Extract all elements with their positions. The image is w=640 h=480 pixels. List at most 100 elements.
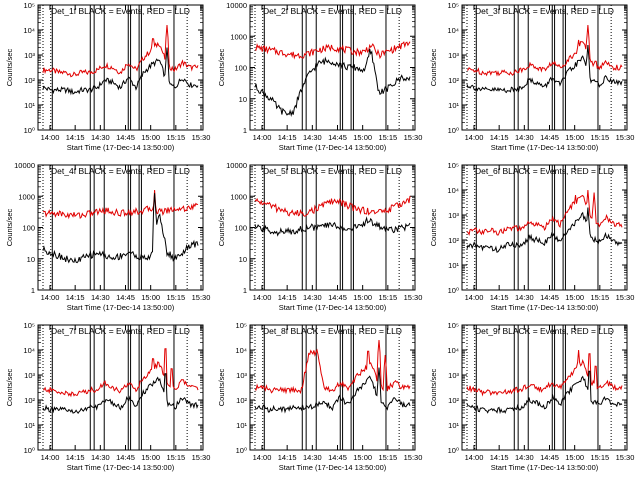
y-tick-label: 10000 <box>226 1 247 10</box>
x-tick-label: 14:30 <box>303 453 322 462</box>
chart-panel-2: Det_2f BLACK = Events, RED = LLD 1 10 100 10… <box>217 1 422 152</box>
x-tick-label: 15:00 <box>141 133 160 142</box>
y-tick-label: 100 <box>234 64 247 73</box>
x-tick-label: 14:00 <box>253 293 272 302</box>
y-tick-label: 10⁴ <box>447 186 459 195</box>
chart-title: Det_7f BLACK = Events, RED = LLD <box>51 326 190 336</box>
chart-panel-9: Det_9f BLACK = Events, RED = LLD 10⁰ 10¹ 10… <box>429 321 634 472</box>
lld-series-line <box>254 41 411 60</box>
y-tick-label: 10⁵ <box>24 321 35 330</box>
x-axis-label: Start Time (17-Dec-14 13:50:00) <box>491 463 599 472</box>
plot-frame <box>37 164 204 291</box>
x-tick-label: 14:00 <box>41 453 60 462</box>
x-tick-label: 15:00 <box>565 293 584 302</box>
y-axis-label: Counts/sec <box>429 208 438 246</box>
y-tick-label: 10⁰ <box>448 126 459 135</box>
x-tick-label: 14:15 <box>66 453 85 462</box>
lld-series-line <box>467 24 623 77</box>
chart-panel-5: Det_5f BLACK = Events, RED = LLD 1 10 100 10… <box>217 161 422 312</box>
x-tick-label: 15:30 <box>192 133 211 142</box>
lld-series-line <box>466 189 623 236</box>
y-tick-label: 10 <box>239 255 247 264</box>
y-tick-label: 10² <box>448 76 459 85</box>
chart-title: Det_6f BLACK = Events, RED = LLD <box>475 166 614 176</box>
x-axis-label: Start Time (17-Dec-14 13:50:00) <box>491 303 599 312</box>
y-tick-label: 100 <box>234 224 247 233</box>
chart-title: Det_5f BLACK = Events, RED = LLD <box>263 166 402 176</box>
chart-panel-7: Det_7f BLACK = Events, RED = LLD 10⁰ 10¹ 10… <box>5 321 210 472</box>
x-tick-label: 14:30 <box>515 133 534 142</box>
chart-title: Det_3f BLACK = Events, RED = LLD <box>475 6 614 16</box>
y-tick-label: 10³ <box>236 371 247 380</box>
plot-frame <box>249 324 416 451</box>
x-tick-label: 15:15 <box>166 133 185 142</box>
y-tick-label: 10⁰ <box>24 446 35 455</box>
y-tick-label: 10⁴ <box>447 346 459 355</box>
x-tick-label: 15:00 <box>353 293 372 302</box>
y-tick-label: 10 <box>27 255 35 264</box>
x-tick-label: 14:15 <box>278 133 297 142</box>
y-tick-label: 10² <box>24 76 35 85</box>
x-tick-label: 14:00 <box>465 453 484 462</box>
y-tick-label: 10⁰ <box>236 446 247 455</box>
lld-series-line <box>42 24 199 78</box>
y-tick-label: 10¹ <box>24 421 35 430</box>
y-tick-label: 10 <box>239 95 247 104</box>
chart-title: Det_4f BLACK = Events, RED = LLD <box>51 166 190 176</box>
chart-panel-6: Det_6f BLACK = Events, RED = LLD 10⁰ 10¹ 10… <box>429 161 634 312</box>
x-tick-label: 14:45 <box>116 453 135 462</box>
x-tick-label: 15:30 <box>616 133 635 142</box>
x-tick-label: 14:30 <box>303 293 322 302</box>
x-tick-label: 14:15 <box>66 133 85 142</box>
y-tick-label: 10³ <box>24 371 35 380</box>
chart-title: Det_9f BLACK = Events, RED = LLD <box>475 326 614 336</box>
x-tick-label: 14:15 <box>490 293 509 302</box>
y-axis-label: Counts/sec <box>217 208 226 246</box>
x-tick-label: 14:15 <box>66 293 85 302</box>
plot-frame <box>461 4 628 131</box>
x-axis-label: Start Time (17-Dec-14 13:50:00) <box>67 463 175 472</box>
x-tick-label: 15:00 <box>353 453 372 462</box>
y-tick-label: 10² <box>24 396 35 405</box>
x-tick-label: 14:15 <box>490 133 509 142</box>
y-tick-label: 10¹ <box>24 101 35 110</box>
x-tick-label: 15:00 <box>141 293 160 302</box>
y-tick-label: 10² <box>236 396 247 405</box>
x-axis-label: Start Time (17-Dec-14 13:50:00) <box>279 303 387 312</box>
x-tick-label: 15:15 <box>166 293 185 302</box>
x-tick-label: 15:15 <box>590 293 609 302</box>
y-tick-label: 10³ <box>24 51 35 60</box>
y-tick-label: 10⁴ <box>23 26 35 35</box>
y-tick-label: 10⁴ <box>235 346 247 355</box>
x-tick-label: 14:30 <box>91 453 110 462</box>
x-tick-label: 15:30 <box>192 293 211 302</box>
y-tick-label: 10⁰ <box>24 126 35 135</box>
plot-frame <box>37 4 204 131</box>
x-tick-label: 14:00 <box>253 133 272 142</box>
x-tick-label: 14:00 <box>41 293 60 302</box>
y-tick-label: 10⁰ <box>448 446 459 455</box>
y-tick-label: 1000 <box>18 192 35 201</box>
x-tick-label: 15:15 <box>166 453 185 462</box>
y-tick-label: 10¹ <box>448 101 459 110</box>
events-series-line <box>42 193 199 264</box>
x-tick-label: 14:45 <box>540 453 559 462</box>
y-tick-label: 10⁵ <box>448 1 459 10</box>
x-tick-label: 15:30 <box>404 293 423 302</box>
y-tick-label: 10² <box>448 396 459 405</box>
lld-series-line <box>254 339 411 395</box>
x-tick-label: 14:15 <box>278 293 297 302</box>
lld-series-line <box>42 348 199 398</box>
x-tick-label: 15:00 <box>141 453 160 462</box>
events-series-line <box>254 367 411 414</box>
y-tick-label: 1 <box>243 286 247 295</box>
x-tick-label: 14:30 <box>91 293 110 302</box>
x-tick-label: 15:15 <box>590 453 609 462</box>
events-series-line <box>42 47 199 96</box>
y-tick-label: 10² <box>448 236 459 245</box>
y-axis-label: Counts/sec <box>217 48 226 86</box>
events-series-line <box>42 373 199 415</box>
x-axis-label: Start Time (17-Dec-14 13:50:00) <box>279 143 387 152</box>
lld-series-line <box>42 189 199 220</box>
x-tick-label: 14:45 <box>116 293 135 302</box>
